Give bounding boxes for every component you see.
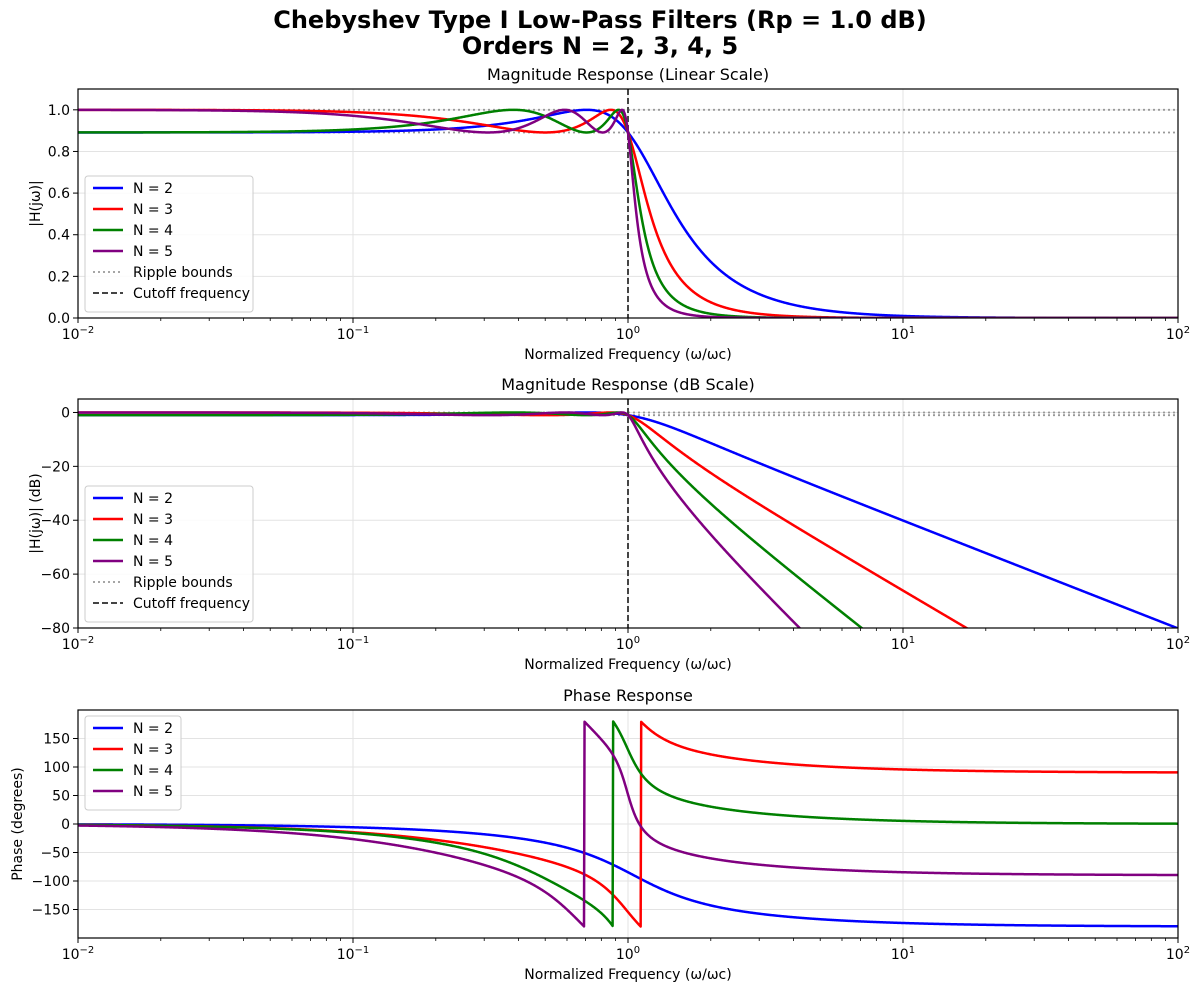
linear-magnitude-panel: 10−2 10−1 100 101 102 0.0 0.2 0.4 0.6 0.8 1.0 Norma… <box>28 65 1190 363</box>
y-tick-label: 1.0 <box>48 103 70 119</box>
x-tick-label: 100 <box>616 325 640 343</box>
figure-title-line-2: Orders N = 2, 3, 4, 5 <box>462 32 738 60</box>
axes-frame <box>77 709 1179 939</box>
legend-label: N = 4 <box>133 223 173 239</box>
y-tick-label: −50 <box>40 846 70 862</box>
axes-frame <box>77 398 1179 629</box>
y-tick-label: 0.4 <box>48 228 70 244</box>
y-tick-label: −40 <box>40 513 70 529</box>
y-tick-label: 0 <box>61 405 70 421</box>
x-tick-label: 100 <box>616 945 640 963</box>
y-tick-label: 100 <box>43 760 70 776</box>
legend-label: N = 4 <box>133 533 173 549</box>
y-tick-label: −100 <box>32 874 70 890</box>
legend-box <box>84 715 182 811</box>
x-tick-label: 10−1 <box>337 945 370 963</box>
legend-label: N = 2 <box>133 491 173 507</box>
legend: N = 2 N = 3 N = 4 N = 5 Ripple bounds Cutoff … <box>84 175 254 313</box>
legend-label: Cutoff frequency <box>133 286 250 302</box>
panel-title: Magnitude Response (Linear Scale) <box>487 65 769 84</box>
x-axis-label: Normalized Frequency (ω/ωc) <box>524 967 731 983</box>
axes-frame <box>77 88 1179 319</box>
legend-label: N = 5 <box>133 244 173 260</box>
db-magnitude-panel: 10−2 10−1 100 101 102 0 −20 −40 −60 −80 Normalized… <box>28 375 1190 673</box>
x-tick-label: 10−1 <box>337 635 370 653</box>
legend-label: N = 5 <box>133 784 173 800</box>
legend-label: Cutoff frequency <box>133 596 250 612</box>
x-tick-label: 102 <box>1166 945 1190 963</box>
y-axis-label: Phase (degrees) <box>10 767 26 881</box>
legend: N = 2 N = 3 N = 4 N = 5 <box>84 715 182 811</box>
legend-label: N = 3 <box>133 202 173 218</box>
legend-box <box>84 485 254 623</box>
legend-label: N = 2 <box>133 721 173 737</box>
x-tick-label: 102 <box>1166 325 1190 343</box>
x-axis-label: Normalized Frequency (ω/ωc) <box>524 347 731 363</box>
figure-title-line-1: Chebyshev Type I Low-Pass Filters (Rp = … <box>273 6 927 34</box>
x-tick-label: 102 <box>1166 635 1190 653</box>
y-tick-label: −60 <box>40 567 70 583</box>
y-axis-label: |H(jω)| (dB) <box>28 473 44 553</box>
y-tick-label: 150 <box>43 732 70 748</box>
panel-title: Magnitude Response (dB Scale) <box>501 375 755 394</box>
y-tick-label: 50 <box>52 789 70 805</box>
legend-label: Ripple bounds <box>133 575 233 591</box>
x-tick-label: 10−1 <box>337 325 370 343</box>
series-line-n5 <box>78 411 802 628</box>
y-tick-label: 0.8 <box>48 144 70 160</box>
y-tick-label: −150 <box>32 903 70 919</box>
y-tick-label: −20 <box>40 459 70 475</box>
legend-label: N = 2 <box>133 181 173 197</box>
y-tick-label: 0 <box>61 817 70 833</box>
series-line-n5 <box>78 720 1178 928</box>
legend-label: N = 3 <box>133 512 173 528</box>
y-tick-label: 0.2 <box>48 269 70 285</box>
phase-panel: 10−2 10−1 100 101 102 150 100 50 0 −50 −100 −150 Nor… <box>10 686 1190 983</box>
plot-area <box>78 720 1178 928</box>
legend-label: Ripple bounds <box>133 265 233 281</box>
y-axis-label: |H(jω)| <box>28 180 44 227</box>
series-line-n4 <box>78 720 1178 928</box>
legend-label: N = 4 <box>133 763 173 779</box>
x-tick-label: 100 <box>616 635 640 653</box>
x-tick-label: 10−2 <box>62 635 95 653</box>
panel-title: Phase Response <box>563 686 693 705</box>
x-axis-label: Normalized Frequency (ω/ωc) <box>524 657 731 673</box>
x-tick-label: 101 <box>891 325 915 343</box>
x-tick-label: 10−2 <box>62 325 95 343</box>
legend: N = 2 N = 3 N = 4 N = 5 Ripple bounds Cutoff … <box>84 485 254 623</box>
legend-label: N = 3 <box>133 742 173 758</box>
x-tick-label: 10−2 <box>62 945 95 963</box>
y-tick-label: 0.6 <box>48 186 70 202</box>
plot-area <box>78 399 1178 628</box>
y-tick-label: 0.0 <box>48 311 70 327</box>
y-tick-label: −80 <box>40 621 70 637</box>
series-line-n5 <box>78 108 1178 318</box>
x-tick-label: 101 <box>891 635 915 653</box>
x-tick-label: 101 <box>891 945 915 963</box>
series-line-n2 <box>78 823 1178 928</box>
legend-box <box>84 175 254 313</box>
legend-label: N = 5 <box>133 554 173 570</box>
